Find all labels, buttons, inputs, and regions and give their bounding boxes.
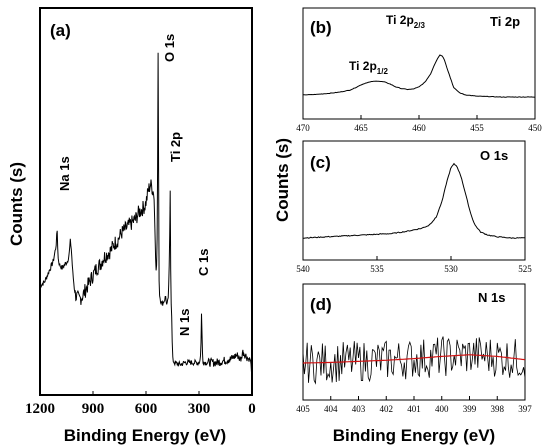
panel-d-x-tick-label: 404 <box>324 404 338 414</box>
panel-d-xlabel: Binding Energy (eV) <box>333 426 495 445</box>
annotation-n1s: N 1s <box>177 309 192 336</box>
panel-c-legend: O 1s <box>480 148 508 163</box>
panel-d-x-tick-label: 400 <box>435 404 449 414</box>
panel-b-x-tick-label: 465 <box>354 123 368 133</box>
panel-d-x-tick-label: 397 <box>518 404 532 414</box>
panel-a-ylabel: Counts (s) <box>7 162 26 246</box>
panel-b-ti2p-line <box>302 54 536 98</box>
panel-a-xlabel: Binding Energy (eV) <box>64 426 226 445</box>
right-ylabel: Counts (s) <box>273 138 292 222</box>
panel-c-x-tick-label: 540 <box>296 264 310 274</box>
panel-d-legend: N 1s <box>478 290 505 305</box>
panel-c-tag: (c) <box>310 153 331 172</box>
panel-d-tag: (d) <box>310 295 332 314</box>
panel-a-tag: (a) <box>50 21 71 40</box>
annotation-c1s: C 1s <box>196 249 211 276</box>
panel-b-legend: Ti 2p <box>490 14 520 29</box>
annotation-ti2p-two-thirds: Ti 2p2/3 <box>386 13 425 30</box>
panel-b-x-tick-label: 470 <box>296 123 310 133</box>
panel-d-n1s-raw-line <box>302 336 526 385</box>
panel-d-x-tick-label: 405 <box>296 404 310 414</box>
panel-c-ticks: 540 535 530 525 <box>296 256 532 274</box>
panel-d-x-tick-label: 403 <box>352 404 366 414</box>
panel-b: (b) Ti 2p Ti 2p1/2 Ti 2p2/3 470 465 460 455… <box>296 7 542 133</box>
panel-d-ticks: 405 404 403 402 401 400 399 398 397 <box>296 396 532 414</box>
panel-a-x-tick-label: 600 <box>135 401 158 417</box>
panel-d: (d) N 1s 405 404 403 402 401 400 399 398 397 Bin… <box>296 283 532 445</box>
panel-b-x-tick-label: 460 <box>412 123 426 133</box>
panel-d-n1s-fit-line <box>303 354 526 364</box>
panel-a-survey-line <box>39 52 253 378</box>
panel-b-tag: (b) <box>310 18 332 37</box>
panel-b-x-tick-label: 455 <box>470 123 484 133</box>
panel-c-x-tick-label: 535 <box>370 264 384 274</box>
panel-c-x-tick-label: 525 <box>518 264 532 274</box>
panel-c: (c) O 1s 540 535 530 525 <box>296 140 532 274</box>
annotation-ti2p: Ti 2p <box>168 132 183 162</box>
panel-b-ticks: 470 465 460 455 450 <box>296 115 542 133</box>
panel-a: (a) 1200 900 600 300 0 Counts (s) Binding En… <box>7 7 256 445</box>
panel-a-x-tick-label: 300 <box>188 401 211 417</box>
panel-d-x-tick-label: 402 <box>380 404 394 414</box>
panel-a-x-tick-label: 900 <box>82 401 105 417</box>
panel-c-frame <box>302 140 526 261</box>
panel-a-ticks: 1200 900 600 300 0 <box>25 391 256 417</box>
panel-d-x-tick-label: 398 <box>491 404 505 414</box>
panel-c-x-tick-label: 530 <box>444 264 458 274</box>
panel-c-o1s-line <box>302 162 525 239</box>
panel-d-x-tick-label: 399 <box>463 404 477 414</box>
panel-a-x-tick-label: 0 <box>248 401 256 417</box>
panel-d-x-tick-label: 401 <box>407 404 421 414</box>
annotation-ti2p-half: Ti 2p1/2 <box>349 59 388 76</box>
panel-a-x-tick-label: 1200 <box>25 401 55 417</box>
annotation-na1s: Na 1s <box>57 156 72 191</box>
panel-b-x-tick-label: 450 <box>528 123 542 133</box>
annotation-o1s: O 1s <box>162 34 177 62</box>
